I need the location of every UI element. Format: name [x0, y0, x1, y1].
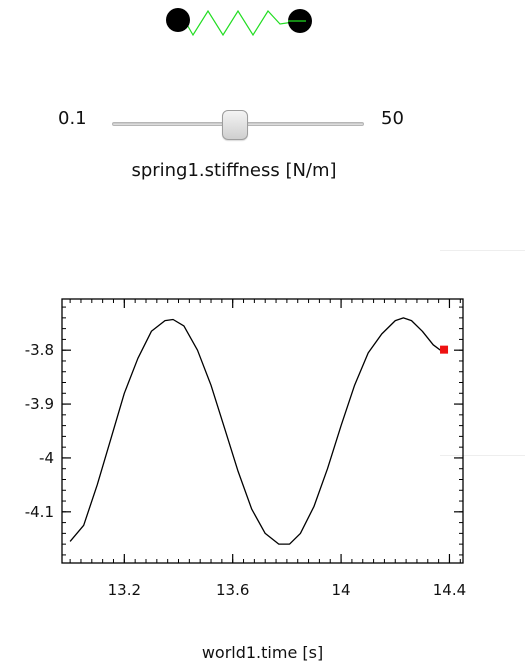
x-tick-label: 13.2 — [108, 581, 141, 599]
series-line — [69, 317, 445, 545]
plot-frame — [61, 298, 464, 564]
slider-label: spring1.stiffness [N/m] — [131, 160, 337, 181]
y-tick-label: -4 — [39, 449, 54, 467]
background-divider — [440, 455, 525, 456]
x-tick-label: 14.4 — [433, 581, 466, 599]
y-tick-label: -3.9 — [25, 395, 54, 413]
y-tick-label: -4.1 — [25, 503, 54, 521]
y-tick-label: -3.8 — [25, 341, 54, 359]
current-point-marker — [440, 345, 449, 354]
stiffness-slider-thumb[interactable] — [222, 110, 248, 140]
slider-min-label: 0.1 — [58, 108, 87, 129]
spring-coil — [177, 9, 301, 37]
x-tick-label: 13.6 — [216, 581, 249, 599]
slider-max-label: 50 — [381, 108, 404, 129]
spring-animation — [166, 8, 312, 37]
x-axis-label: world1.time [s] — [201, 643, 324, 662]
x-tick-label: 14 — [332, 581, 351, 599]
background-divider — [440, 250, 525, 251]
time-plot: 13.2 13.6 14 14.4 -3.8 -3.9 -4 -4.1 — [25, 298, 466, 599]
mass-left — [166, 8, 190, 32]
